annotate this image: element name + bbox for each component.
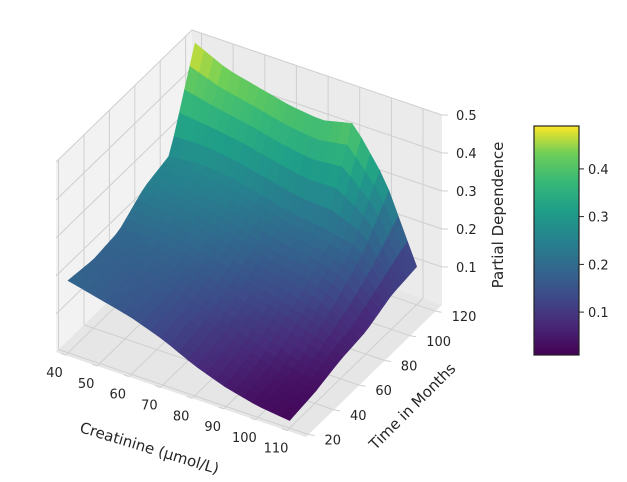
- z-tick-label: 0.4: [456, 147, 477, 162]
- z-tick-label: 0.5: [456, 109, 477, 124]
- surface-chart: 405060708090100110204060801001200.10.20.…: [0, 0, 627, 482]
- x-tick-label: 90: [204, 420, 221, 435]
- y-tick-mark: [309, 435, 315, 436]
- z-axis-label: Partial Dependence: [489, 142, 507, 289]
- z-tick-label: 0.3: [456, 185, 477, 200]
- x-tick-label: 80: [173, 409, 190, 424]
- y-tick-label: 100: [426, 335, 451, 350]
- colorbar: 0.1 0.2 0.3 0.4: [534, 126, 609, 355]
- y-tick-mark: [385, 361, 391, 362]
- z-tick-label: 0.1: [456, 261, 477, 276]
- colorbar-tick-label: 0.2: [588, 258, 609, 273]
- y-tick-mark: [334, 410, 340, 411]
- y-tick-label: 60: [375, 384, 392, 399]
- y-tick-label: 120: [452, 310, 477, 325]
- colorbar-gradient: [534, 126, 579, 355]
- z-tick-label: 0.2: [456, 223, 477, 238]
- x-tick-label: 40: [46, 366, 63, 381]
- x-tick-label: 70: [141, 399, 158, 414]
- y-tick-mark: [410, 336, 416, 337]
- colorbar-ticks: 0.1 0.2 0.3 0.4: [579, 163, 609, 321]
- colorbar-tick-label: 0.1: [588, 306, 609, 321]
- x-tick-label: 100: [232, 431, 257, 446]
- y-tick-label: 80: [401, 360, 418, 375]
- x-tick-label: 110: [264, 442, 289, 457]
- y-tick-label: 20: [325, 434, 342, 449]
- y-tick-mark: [436, 311, 442, 312]
- x-axis-label: Creatinine (μmol/L): [78, 418, 222, 477]
- y-tick-label: 40: [350, 409, 367, 424]
- x-tick-label: 60: [110, 388, 127, 403]
- colorbar-tick-label: 0.4: [588, 163, 609, 178]
- x-tick-label: 50: [78, 377, 95, 392]
- y-tick-mark: [359, 385, 365, 386]
- colorbar-tick-label: 0.3: [588, 211, 609, 226]
